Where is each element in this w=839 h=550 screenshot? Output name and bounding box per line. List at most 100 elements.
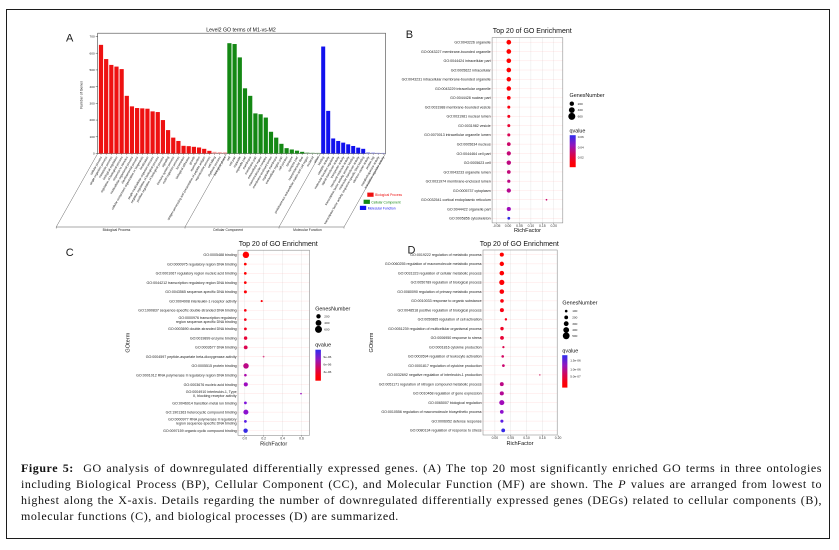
svg-text:GO:0065007 biological regulati: GO:0065007 biological regulation (428, 401, 481, 405)
svg-text:GO:0005634 nucleus: GO:0005634 nucleus (457, 143, 491, 147)
svg-text:GO:0044424 intracellular part: GO:0044424 intracellular part (444, 59, 491, 63)
svg-text:GO:0031974 membrane-enclosed l: GO:0031974 membrane-enclosed lumen (426, 180, 491, 184)
svg-text:400: 400 (90, 85, 95, 89)
svg-text:virion: virion (313, 155, 320, 163)
svg-text:GO:0043565 sequence-specific D: GO:0043565 sequence-specific DNA binding (165, 290, 236, 294)
svg-text:700: 700 (90, 35, 95, 39)
svg-text:C: C (66, 247, 74, 259)
svg-text:RichFactor: RichFactor (260, 441, 287, 447)
svg-text:GO:0004597 peptide-aspartate b: GO:0004597 peptide-aspartate beta-dioxyg… (146, 355, 237, 359)
svg-text:300: 300 (572, 322, 577, 326)
svg-text:cell part: cell part (228, 155, 237, 166)
svg-text:GO:0019899 enzyme binding: GO:0019899 enzyme binding (190, 336, 237, 340)
svg-text:0.15: 0.15 (539, 436, 546, 440)
svg-text:GO:0044422 organelle part: GO:0044422 organelle part (447, 207, 491, 211)
svg-text:Top 20 of GO Enrichment: Top 20 of GO Enrichment (239, 241, 318, 248)
svg-text:0.6: 0.6 (299, 436, 304, 440)
svg-text:synapse: synapse (285, 155, 294, 167)
svg-text:Molecular Function: Molecular Function (368, 206, 396, 210)
svg-text:GO:0005737 cytoplasm: GO:0005737 cytoplasm (453, 189, 491, 193)
svg-text:GO:0043226 organelle: GO:0043226 organelle (454, 41, 490, 45)
svg-text:0: 0 (93, 152, 95, 156)
svg-text:GO:0032692 negative regulation: GO:0032692 negative regulation of interl… (387, 373, 481, 377)
svg-text:D: D (408, 244, 416, 256)
svg-text:GenesNumber: GenesNumber (562, 301, 597, 307)
svg-text:0.20: 0.20 (550, 224, 557, 228)
svg-text:qvalue: qvalue (562, 349, 578, 355)
svg-text:Biological Process: Biological Process (103, 228, 131, 232)
svg-text:GO:0003690 double-stranded DNA: GO:0003690 double-stranded DNA binding (168, 327, 237, 331)
svg-text:GO:0050789 regulation of biolo: GO:0050789 regulation of biological proc… (411, 281, 482, 285)
svg-text:GO:0005622 intracellular: GO:0005622 intracellular (451, 68, 492, 72)
svg-text:GO:0097159 organic cyclic comp: GO:0097159 organic cyclic compound bindi… (163, 429, 237, 433)
svg-text:0.2: 0.2 (261, 436, 266, 440)
svg-text:0.05: 0.05 (516, 224, 523, 228)
svg-text:600: 600 (578, 115, 583, 119)
svg-text:GO:0004908 interleukin-1 recep: GO:0004908 interleukin-1 receptor activi… (169, 299, 237, 303)
svg-text:GO:0005515 protein binding: GO:0005515 protein binding (191, 364, 236, 368)
svg-text:GO:0000976 transcription regul: GO:0000976 transcription regulatory (178, 316, 236, 320)
svg-text:0.0: 0.0 (242, 436, 247, 440)
svg-text:binding: binding (317, 155, 325, 166)
svg-text:GO:0001012 RNA polymerase II r: GO:0001012 RNA polymerase II regulatory … (136, 373, 236, 377)
svg-text:GO:0010556 regulation of macro: GO:0010556 regulation of macromolecule b… (381, 410, 481, 414)
svg-text:Biological Process: Biological Process (375, 193, 402, 197)
svg-text:growth: growth (188, 155, 196, 165)
svg-text:GO:0019222 regulation of metab: GO:0019222 regulation of metabolic proce… (410, 253, 482, 257)
svg-text:0.02: 0.02 (578, 156, 584, 160)
svg-text:GO:0051171 regulation of nitro: GO:0051171 regulation of nitrogen compou… (379, 382, 482, 386)
svg-text:GO:0031982 vesicle: GO:0031982 vesicle (458, 124, 491, 128)
svg-text:GO:0031988 membrane-bounded ve: GO:0031988 membrane-bounded vesicle (425, 105, 491, 109)
svg-text:A: A (66, 33, 74, 45)
svg-text:GO:0010468 regulation of gene: GO:0010468 regulation of gene expression (413, 392, 482, 396)
svg-text:nucleoid: nucleoid (306, 155, 315, 167)
svg-text:protein tag: protein tag (365, 155, 376, 170)
svg-text:locomotion: locomotion (175, 155, 186, 170)
svg-text:Cellular Component: Cellular Component (371, 200, 400, 204)
svg-text:GO:0000977 RNA polymerase II r: GO:0000977 RNA polymerase II regulatory (168, 418, 237, 422)
svg-text:-0.05: -0.05 (493, 224, 501, 228)
svg-text:GO:0000975 regulatory region D: GO:0000975 regulatory region DNA binding (167, 262, 237, 266)
svg-text:0.15: 0.15 (539, 224, 546, 228)
svg-text:5.0e-07: 5.0e-07 (570, 375, 581, 379)
svg-text:GO:0006952 defense response: GO:0006952 defense response (431, 419, 481, 423)
svg-text:GO:0080134 regulation of respo: GO:0080134 regulation of response to str… (410, 429, 482, 433)
svg-text:0.10: 0.10 (523, 436, 530, 440)
svg-text:200: 200 (90, 118, 95, 122)
svg-text:GOterm: GOterm (369, 332, 375, 352)
svg-text:GO:0001816 cytokine production: GO:0001816 cytokine production (429, 345, 482, 349)
svg-text:GO:0070013 intracellular organ: GO:0070013 intracellular organelle lumen (424, 133, 491, 137)
svg-text:RichFactor: RichFactor (514, 228, 541, 234)
svg-text:GO:0001817 regulation of cytok: GO:0001817 regulation of cytokine produc… (408, 364, 481, 368)
svg-text:GO:0043233 organelle lumen: GO:0043233 organelle lumen (444, 170, 491, 174)
svg-text:3e-06: 3e-06 (323, 370, 331, 374)
svg-text:400: 400 (572, 328, 577, 332)
svg-text:0.05: 0.05 (507, 436, 514, 440)
svg-text:cell junction: cell junction (277, 155, 288, 171)
svg-text:6e-06: 6e-06 (323, 362, 331, 366)
svg-text:GO:0043227 membrane-bounded or: GO:0043227 membrane-bounded organelle (421, 50, 491, 54)
svg-text:600: 600 (90, 51, 95, 55)
svg-text:0.00: 0.00 (492, 436, 499, 440)
svg-text:GO:0004910 interleukin-1, Type: GO:0004910 interleukin-1, Type (186, 390, 237, 394)
svg-text:GO:0006950 response to stress: GO:0006950 response to stress (431, 336, 482, 340)
svg-text:GO:0046914 transition metal io: GO:0046914 transition metal ion binding (172, 401, 236, 405)
svg-text:qvalue: qvalue (315, 343, 331, 349)
svg-text:GO:0080090 regulation of prima: GO:0080090 regulation of primary metabol… (397, 290, 482, 294)
svg-text:qvalue: qvalue (570, 129, 586, 135)
svg-text:400: 400 (578, 108, 583, 112)
svg-text:200: 200 (572, 316, 577, 320)
svg-text:GO:0003676 nucleic acid bindin: GO:0003676 nucleic acid binding (184, 383, 237, 387)
svg-text:GO:1990837 sequence-specific d: GO:1990837 sequence-specific double-stra… (138, 309, 236, 313)
svg-text:200: 200 (578, 102, 583, 106)
svg-text:RichFactor: RichFactor (506, 441, 533, 447)
svg-text:100: 100 (572, 309, 577, 313)
svg-text:0.20: 0.20 (555, 436, 562, 440)
svg-text:GO:0005623 cell: GO:0005623 cell (464, 161, 491, 165)
svg-text:GenesNumber: GenesNumber (570, 93, 605, 99)
svg-text:cell killing: cell killing (207, 155, 217, 168)
svg-text:1.0e-06: 1.0e-06 (570, 367, 581, 371)
svg-text:200: 200 (324, 314, 329, 318)
svg-text:localization: localization (139, 155, 150, 170)
svg-text:0.04: 0.04 (578, 146, 584, 150)
